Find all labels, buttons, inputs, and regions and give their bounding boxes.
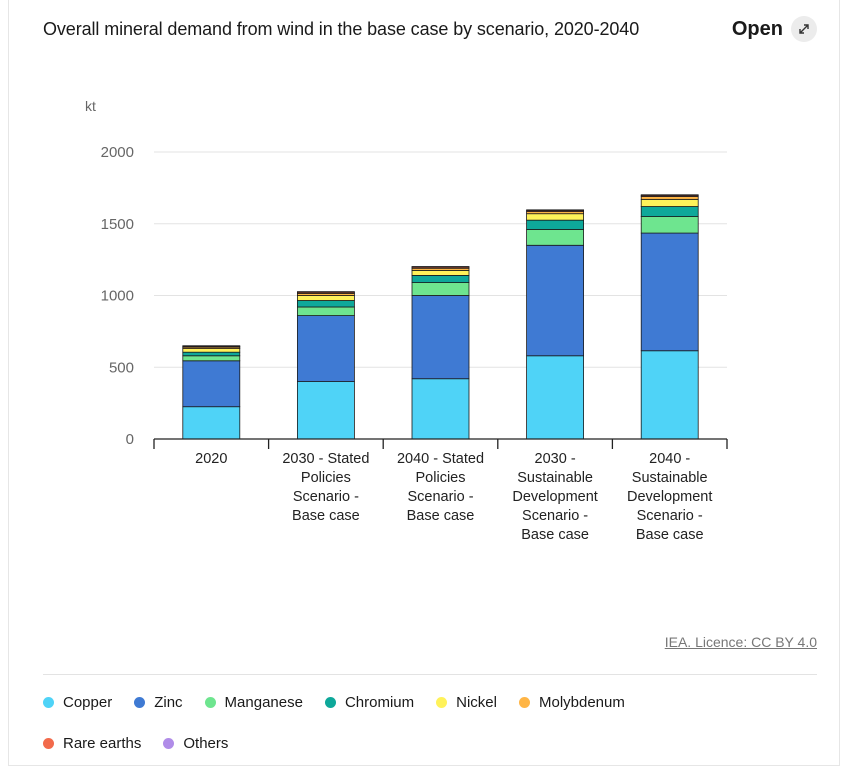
legend-label: Nickel <box>456 694 497 711</box>
bar-segment-copper <box>296 381 355 440</box>
bar-segment-zinc <box>526 244 584 357</box>
legend-swatch <box>204 697 216 708</box>
bar-segment-molybdenum <box>640 196 699 200</box>
bar-segment-nickel <box>640 198 699 207</box>
bar-segment-others <box>182 345 241 347</box>
legend-label: Others <box>183 735 229 752</box>
bar-segment-manganese <box>526 229 584 246</box>
legend-item-chromium[interactable]: Chromium <box>324 694 415 711</box>
legend-label: Manganese <box>224 694 303 711</box>
bar-segment-manganese <box>411 282 470 296</box>
bar-segment-chromium <box>411 275 470 283</box>
open-button[interactable]: Open <box>732 16 817 42</box>
x-tick-label: Sustainable <box>632 470 708 486</box>
legend-label: Rare earths <box>63 735 142 752</box>
chart-card: Overall mineral demand from wind in the … <box>8 0 840 766</box>
x-tick-label: Scenario - <box>522 508 588 524</box>
expand-icon <box>791 16 817 42</box>
bar-segment-others <box>526 209 584 211</box>
y-axis-unit: kt <box>85 98 96 114</box>
bar-segment-nickel <box>526 213 584 221</box>
bar-segment-others <box>296 291 355 293</box>
legend-swatch <box>324 697 336 708</box>
bar-segment-manganese <box>182 355 241 362</box>
legend-label: Molybdenum <box>538 694 625 711</box>
y-tick-label: 0 <box>126 431 134 448</box>
legend-label: Zinc <box>154 694 183 711</box>
bar-segment-others <box>411 266 470 268</box>
bar-segment-copper <box>411 378 470 440</box>
x-tick-label: 2040 - Stated <box>397 451 484 467</box>
legend-item-manganese[interactable]: Manganese <box>204 694 303 711</box>
legend-swatch <box>163 738 175 749</box>
bar-segment-chromium <box>526 219 584 230</box>
x-tick-label: Policies <box>416 470 466 486</box>
bar-segment-nickel <box>411 269 470 276</box>
legend-label: Chromium <box>344 694 415 711</box>
legend-item-others[interactable]: Others <box>163 735 228 752</box>
x-tick-label: 2040 - <box>649 451 690 467</box>
x-tick-label: Scenario - <box>637 508 703 524</box>
y-tick-label: 500 <box>109 359 134 376</box>
stacked-bar-chart: kt 0 500 1000 1500 2000 2020 2030 - Stated Polic… <box>85 98 728 543</box>
x-tick-label: 2020 <box>195 451 227 467</box>
legend-item-molybdenum[interactable]: Molybdenum <box>518 694 625 711</box>
bar-segment-copper <box>526 355 584 440</box>
legend-swatch <box>436 697 448 708</box>
x-tick-label: Development <box>627 489 712 505</box>
bar-segment-zinc <box>182 360 241 408</box>
legend-item-nickel[interactable]: Nickel <box>436 694 497 711</box>
bar-segment-zinc <box>640 232 699 352</box>
y-tick-label: 2000 <box>101 144 134 161</box>
legend-label: Copper <box>63 694 113 711</box>
x-tick-label: Base case <box>636 527 704 543</box>
bar-segment-manganese <box>640 216 699 234</box>
bar-segment-copper <box>640 350 699 440</box>
legend-swatch <box>518 697 530 708</box>
legend-divider <box>43 674 817 675</box>
bar-segment-nickel <box>182 348 241 353</box>
legend-item-copper[interactable]: Copper <box>43 694 112 711</box>
bar-segment-manganese <box>296 306 355 316</box>
legend-item-rare-earths[interactable]: Rare earths <box>43 735 141 752</box>
bar-segment-chromium <box>296 300 355 308</box>
x-tick-label: Base case <box>292 508 360 524</box>
open-label: Open <box>731 17 783 40</box>
legend-swatch <box>134 697 146 708</box>
legend-swatch <box>43 697 54 708</box>
bar-segment-nickel <box>296 295 355 301</box>
chart-title: Overall mineral demand from wind in the … <box>43 19 640 39</box>
bar-segment-chromium <box>182 351 241 357</box>
bar-segment-zinc <box>296 315 355 382</box>
source-link[interactable]: IEA. Licence: CC BY 4.0 <box>664 634 817 650</box>
x-tick-label: 2030 - Stated <box>282 451 369 467</box>
x-tick-label: 2030 - <box>535 451 576 467</box>
x-tick-label: Policies <box>301 470 351 486</box>
x-tick-label: Sustainable <box>517 470 593 486</box>
legend: Copper Zinc Manganese Chromium Nickel Molybde… <box>43 694 803 752</box>
legend-item-zinc[interactable]: Zinc <box>134 694 183 711</box>
x-tick-label: Scenario - <box>407 489 473 505</box>
bar-segment-copper <box>182 406 241 440</box>
x-tick-label: Scenario - <box>293 489 359 505</box>
bar-segment-chromium <box>640 206 699 217</box>
x-tick-label: Base case <box>407 508 475 524</box>
legend-swatch <box>43 738 54 749</box>
y-tick-label: 1000 <box>101 288 134 305</box>
bar-segment-others <box>640 194 699 196</box>
y-tick-label: 1500 <box>101 216 134 233</box>
x-tick-label: Base case <box>521 527 589 543</box>
bar-segment-zinc <box>411 295 470 380</box>
x-tick-label: Development <box>512 489 597 505</box>
